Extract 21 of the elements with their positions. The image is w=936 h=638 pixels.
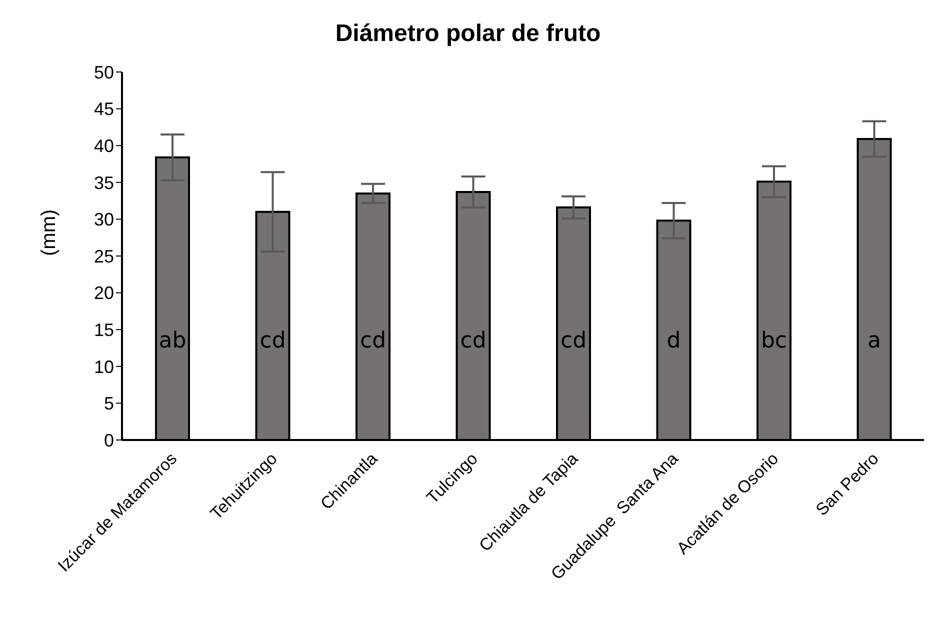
chart-title: Diámetro polar de fruto — [334, 19, 602, 49]
y-tick-label: 10 — [94, 356, 114, 377]
y-tick-label: 5 — [104, 394, 114, 414]
annotation: cd — [560, 328, 587, 354]
y-tick-label: 20 — [94, 283, 114, 304]
y-tick-label: 15 — [94, 320, 114, 340]
y-tick-label: 40 — [94, 136, 114, 156]
y-tick-label: 50 — [94, 62, 114, 82]
annotation: d — [666, 328, 681, 354]
y-tick-label: 35 — [94, 172, 114, 193]
annotation: cd — [460, 328, 486, 354]
annotation: cd — [260, 328, 286, 354]
y-tick-label: 25 — [94, 246, 114, 266]
y-tick-label: 45 — [94, 99, 114, 120]
annotation: ab — [158, 328, 186, 354]
annotation: a — [868, 328, 881, 354]
annotation: bc — [760, 328, 788, 354]
y-axis-title: (mm) — [38, 209, 60, 256]
y-tick-label: 0 — [104, 430, 114, 450]
y-tick-label: 30 — [94, 210, 114, 230]
annotation: cd — [360, 328, 386, 354]
